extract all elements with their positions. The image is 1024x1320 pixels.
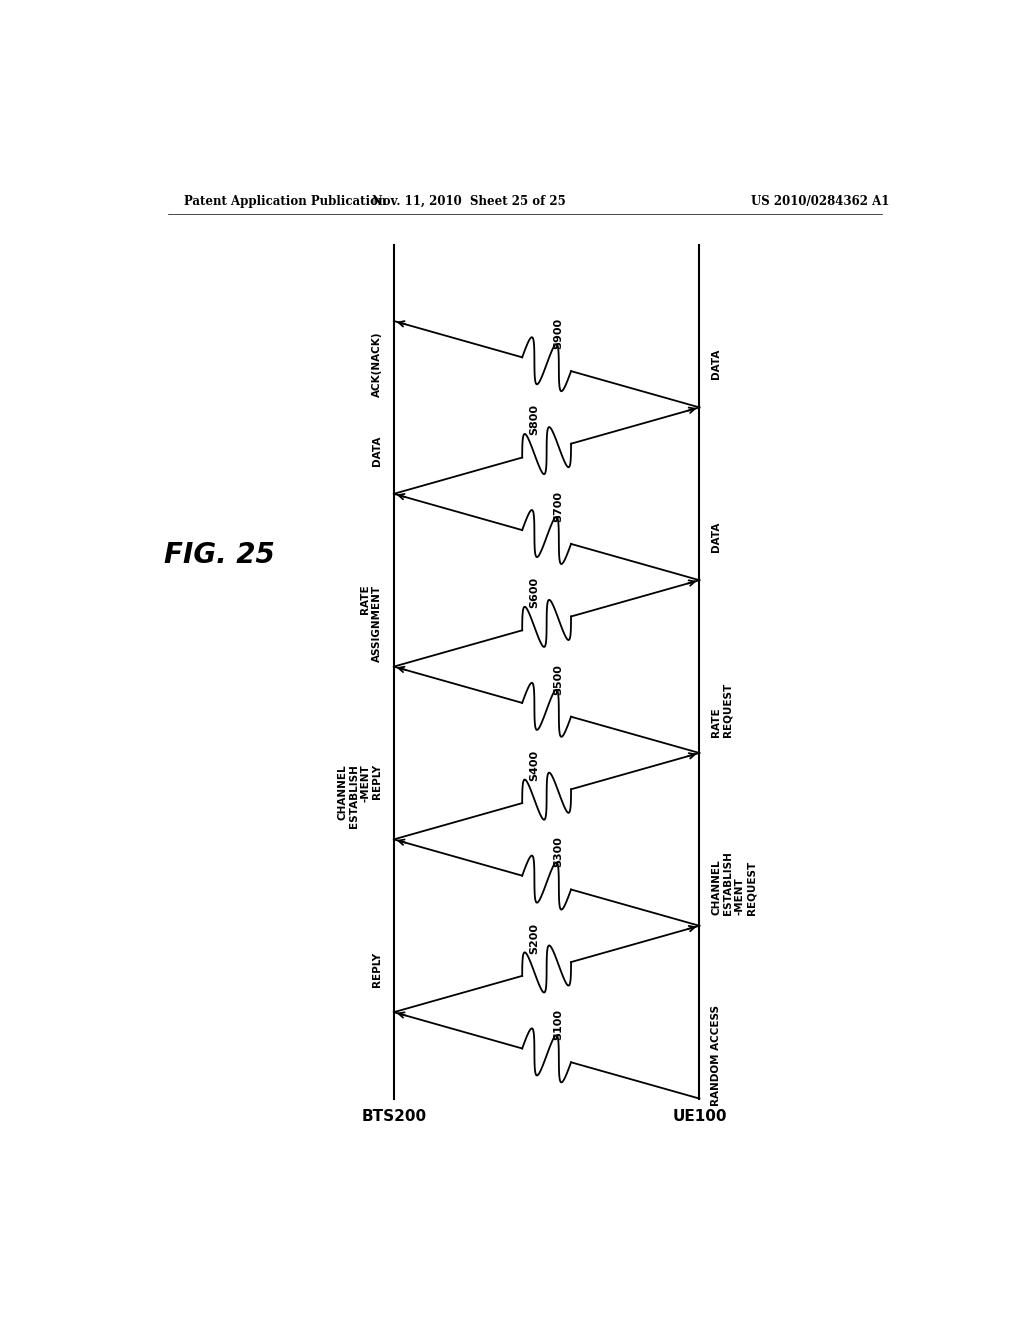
Text: S200: S200	[529, 923, 540, 954]
Text: RATE
ASSIGNMENT: RATE ASSIGNMENT	[360, 585, 382, 661]
Text: S300: S300	[554, 837, 563, 867]
Text: UE100: UE100	[672, 1109, 727, 1123]
Text: S900: S900	[554, 318, 563, 348]
Text: Nov. 11, 2010  Sheet 25 of 25: Nov. 11, 2010 Sheet 25 of 25	[373, 194, 566, 207]
Text: ACK(NACK): ACK(NACK)	[372, 331, 382, 397]
Text: S500: S500	[554, 664, 563, 694]
Text: S800: S800	[529, 404, 540, 436]
Text: DATA: DATA	[372, 436, 382, 466]
Text: S400: S400	[529, 750, 540, 781]
Text: S100: S100	[554, 1008, 563, 1040]
Text: DATA: DATA	[712, 348, 721, 379]
Text: Patent Application Publication: Patent Application Publication	[183, 194, 386, 207]
Text: CHANNEL
ESTABLISH
-MENT
REQUEST: CHANNEL ESTABLISH -MENT REQUEST	[712, 850, 756, 915]
Text: RANDOM ACCESS: RANDOM ACCESS	[712, 1005, 721, 1106]
Text: S600: S600	[529, 577, 540, 609]
Text: DATA: DATA	[712, 521, 721, 552]
Text: REPLY: REPLY	[372, 952, 382, 986]
Text: CHANNEL
ESTABLISH
-MENT
REPLY: CHANNEL ESTABLISH -MENT REPLY	[337, 764, 382, 828]
Text: BTS200: BTS200	[361, 1109, 426, 1123]
Text: RATE
REQUEST: RATE REQUEST	[712, 682, 733, 737]
Text: FIG. 25: FIG. 25	[164, 541, 274, 569]
Text: US 2010/0284362 A1: US 2010/0284362 A1	[752, 194, 890, 207]
Text: S700: S700	[554, 491, 563, 521]
